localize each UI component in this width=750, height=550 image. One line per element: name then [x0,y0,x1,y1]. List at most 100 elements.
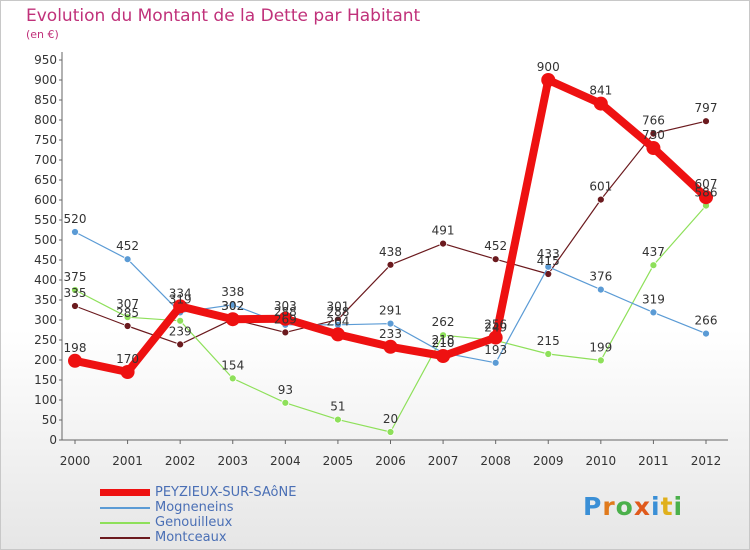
data-label: 319 [169,292,192,306]
data-label: 233 [379,327,402,341]
x-tick-label: 2012 [691,454,722,468]
x-tick-label: 2008 [480,454,511,468]
data-point [596,356,605,365]
data-label: 288 [274,305,297,319]
data-label: 900 [537,60,560,74]
data-label: 335 [64,286,87,300]
data-point [334,415,342,424]
y-tick-label: 900 [34,73,57,87]
data-point [439,331,447,340]
data-point [228,374,237,383]
data-label: 288 [326,305,349,319]
data-label: 20 [383,412,398,426]
data-label: 210 [432,336,455,350]
data-label: 303 [274,299,297,313]
data-label: 256 [484,318,507,332]
data-label: 376 [589,270,612,284]
data-point [71,228,79,236]
data-label: 730 [642,128,665,142]
y-tick-label: 50 [42,413,57,427]
data-point [386,428,395,436]
data-label: 262 [432,315,455,329]
x-tick-label: 2000 [60,454,91,468]
legend-label: Montceaux [155,530,227,545]
data-point [649,129,658,138]
legend-label: Genouilleux [155,515,233,530]
y-tick-label: 200 [34,353,57,367]
data-label: 375 [64,270,87,284]
y-tick-label: 450 [34,253,57,267]
legend-swatch [100,522,150,524]
data-label: 302 [221,299,244,313]
data-label: 301 [326,300,349,314]
legend-swatch [100,489,150,496]
data-point [544,350,553,358]
data-label: 491 [432,224,455,238]
y-tick-label: 400 [34,273,57,287]
legend-swatch [100,537,150,539]
data-label: 601 [589,180,612,194]
y-tick-label: 150 [34,373,57,387]
legend-swatch [100,507,150,509]
data-point [386,319,395,328]
data-label: 198 [64,341,87,355]
y-tick-label: 950 [34,53,57,67]
data-label: 239 [169,324,192,338]
data-label: 607 [695,177,718,191]
data-point [281,328,290,337]
x-tick-label: 2007 [428,454,459,468]
x-tick-label: 2001 [112,454,143,468]
data-label: 586 [695,186,718,200]
data-point [436,349,451,363]
x-tick-label: 2010 [586,454,617,468]
data-point [649,261,658,270]
data-point [439,239,447,248]
data-point [173,299,188,314]
data-point [386,260,395,269]
y-tick-label: 650 [34,173,57,187]
x-tick-label: 2006 [375,454,406,468]
legend-item-genouilleux: Genouilleux [100,515,400,530]
legend: PEYZIEUX-SUR-SAôNE Mogneneins Genouilleu… [100,485,400,545]
y-tick-label: 500 [34,233,57,247]
legend-item-montceaux: Montceaux [100,530,400,545]
data-point [596,285,605,294]
legend-item-mogneneins: Mogneneins [100,500,400,515]
data-point [383,339,398,354]
data-label: 154 [221,358,244,372]
x-tick-label: 2002 [165,454,196,468]
data-label: 170 [116,352,139,366]
x-tick-label: 2004 [270,454,301,468]
data-point [120,365,135,379]
unit-label: (en €) [26,28,59,41]
data-label: 51 [330,400,345,414]
chart-title: Evolution du Montant de la Dette par Hab… [26,6,421,26]
data-label: 452 [116,239,139,253]
data-point [68,353,82,368]
legend-label: Mogneneins [155,500,234,515]
data-point [281,398,290,407]
data-label: 264 [326,314,349,328]
data-label: 797 [695,101,718,115]
data-point [123,313,132,322]
data-label: 520 [64,212,87,226]
y-tick-label: 100 [34,393,57,407]
legend-label: PEYZIEUX-SUR-SAôNE [155,485,297,500]
data-point [646,141,661,155]
x-tick-label: 2003 [217,454,248,468]
data-label: 199 [589,340,612,354]
data-label: 285 [116,306,139,320]
y-tick-label: 750 [34,133,57,147]
data-label: 452 [484,239,507,253]
data-point [491,358,500,367]
y-tick-label: 850 [34,93,57,107]
legend-item-peyzieux: PEYZIEUX-SUR-SAôNE [100,485,400,500]
data-label: 433 [537,247,560,261]
y-tick-label: 250 [34,333,57,347]
data-label: 437 [642,245,665,259]
data-point [593,96,608,111]
data-point [330,327,345,342]
y-tick-label: 700 [34,153,57,167]
data-point [702,117,710,126]
